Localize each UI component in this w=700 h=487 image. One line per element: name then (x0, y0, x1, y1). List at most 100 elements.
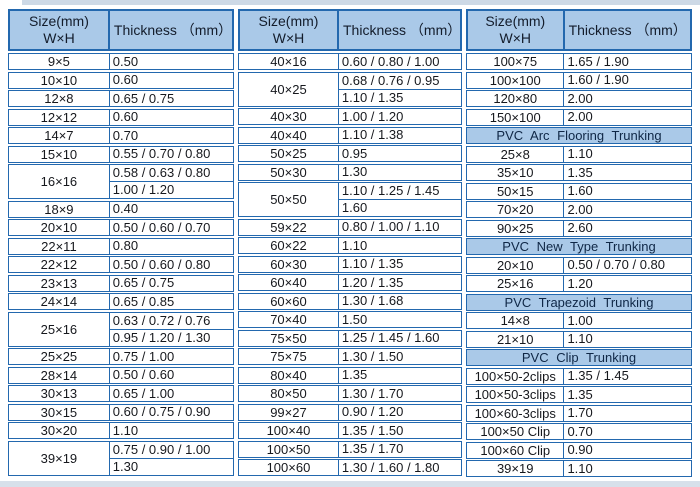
table-row: 60×40 1.20 / 1.35 (238, 274, 462, 291)
thickness-cell: 1.70 (564, 406, 691, 421)
size-cell: 100×50 (239, 441, 339, 457)
thickness-cell: 1.10 / 1.25 / 1.45 1.60 (338, 183, 461, 216)
size-header-cell: Size(mm) W×H (468, 11, 565, 49)
table-row: 100×60 Clip 0.90 (466, 441, 692, 459)
thickness-value: 0.70 (112, 127, 139, 143)
size-cell: 100×60 (239, 460, 339, 475)
thickness-cell: 0.55 / 0.70 / 0.80 (110, 147, 233, 162)
thickness-value: 0.70 (567, 423, 593, 439)
size-cell: 25×8 (467, 146, 565, 162)
size-cell: 9×5 (9, 54, 110, 69)
thickness-value: 0.50 / 0.60 (112, 367, 175, 382)
table-row: 9×5 0.50 (8, 53, 234, 70)
table-row: 75×75 1.30 / 1.50 (238, 348, 462, 365)
thickness-cell: 0.50 / 0.60 (110, 368, 233, 383)
size-cell: 100×75 (467, 54, 565, 69)
thickness-cell: 0.75 / 1.00 (110, 349, 233, 364)
thickness-value: 0.58 / 0.63 / 0.80 (112, 165, 211, 180)
size-cell: 25×16 (467, 276, 565, 291)
thickness-value: 0.65 / 0.85 (112, 293, 175, 309)
table-row: 150×100 2.00 (466, 108, 692, 126)
thickness-value: 2.00 (567, 90, 593, 106)
thickness-value: 0.90 (567, 442, 593, 457)
thickness-cell: 0.70 (564, 424, 691, 439)
size-header-cell: Size(mm) W×H (240, 11, 339, 49)
size-cell: 18×9 (9, 201, 110, 217)
size-cell: 150×100 (467, 109, 565, 125)
thickness-cell: 1.10 (339, 238, 461, 253)
size-cell: 100×60-3clips (467, 405, 565, 421)
table-row: 60×30 1.10 / 1.35 (238, 255, 462, 273)
thickness-cell: 0.65 / 0.75 (110, 91, 233, 106)
table-row: 12×12 0.60 (8, 108, 234, 126)
thickness-cell: 1.30 / 1.68 (339, 294, 461, 309)
thickness-value: 1.00 (567, 312, 593, 328)
thickness-value: 0.60 (112, 109, 139, 124)
size-cell: 28×14 (9, 367, 110, 383)
size-cell: 39×19 (9, 441, 110, 475)
thickness-value: 1.30 / 1.68 (341, 293, 404, 308)
thickness-value: 1.70 (567, 405, 593, 420)
thickness-cell: 0.63 / 0.72 / 0.76 0.95 / 1.20 / 1.30 (109, 313, 233, 346)
thickness-value: 1.00 / 1.20 (109, 181, 233, 198)
thickness-cell: 2.60 (564, 221, 691, 236)
thickness-value: 1.60 (338, 199, 461, 216)
table-row: 40×25 0.68 / 0.76 / 0.95 1.10 / 1.35 (238, 71, 462, 107)
thickness-cell: 0.50 / 0.60 / 0.70 (110, 220, 233, 235)
thickness-cell: 1.65 / 1.90 (564, 54, 691, 69)
thickness-cell: 1.35 (564, 387, 691, 402)
thickness-value: 1.10 (567, 460, 593, 476)
section-header-row: PVC Trapezoid Trunking (466, 293, 692, 311)
size-cell: 30×13 (9, 386, 110, 401)
table-row: 40×16 0.60 / 0.80 / 1.00 (238, 53, 462, 70)
thickness-cell: 1.10 / 1.35 (339, 257, 461, 272)
table-row: 25×16 1.20 (466, 275, 692, 292)
thickness-cell: 0.50 / 0.70 / 0.80 (564, 258, 691, 273)
table-row: 90×25 2.60 (466, 219, 692, 237)
thickness-cell: 0.50 / 0.60 / 0.80 (110, 257, 233, 272)
spec-table-small-sizes: Size(mm) W×H Thickness （mm） 9×5 0.50 10×10… (8, 9, 234, 477)
thickness-cell: 1.30 / 1.50 (339, 349, 461, 364)
table-row: 99×27 0.90 / 1.20 (238, 403, 462, 421)
table-row: 22×12 0.50 / 0.60 / 0.80 (8, 256, 234, 273)
table-row: 50×30 1.30 (238, 163, 462, 181)
size-cell: 35×10 (467, 165, 565, 180)
thickness-cell: 0.90 (564, 443, 691, 458)
size-cell: 99×27 (239, 404, 339, 420)
thickness-value: 0.60 / 0.75 / 0.90 (112, 404, 211, 419)
size-cell: 30×15 (9, 404, 110, 420)
thickness-cell: 1.60 / 1.90 (564, 73, 691, 88)
size-header-line2: W×H (43, 30, 75, 46)
thickness-value: 0.65 / 1.00 (112, 385, 175, 401)
thickness-value: 0.65 / 0.75 (112, 90, 175, 106)
size-cell: 59×22 (239, 219, 339, 235)
thickness-cell: 1.20 / 1.35 (339, 275, 461, 290)
size-cell: 50×30 (239, 164, 339, 180)
thickness-value: 0.50 / 0.60 / 0.80 (112, 256, 211, 272)
thickness-value: 0.75 / 0.90 / 1.00 (112, 441, 211, 457)
size-cell: 75×50 (239, 330, 339, 346)
size-cell: 50×15 (467, 183, 565, 199)
thickness-cell: 2.00 (564, 202, 691, 217)
thickness-cell: 0.58 / 0.63 / 0.80 1.00 / 1.20 (109, 165, 233, 198)
thickness-value: 0.60 (112, 72, 139, 87)
thickness-value: 0.50 / 0.60 / 0.70 (112, 219, 211, 235)
thickness-value: 2.00 (567, 109, 593, 124)
table-row: 23×13 0.65 / 0.75 (8, 274, 234, 292)
thickness-cell: 1.35 / 1.45 (564, 369, 691, 384)
size-cell: 100×50-2clips (467, 368, 565, 384)
section-header-row: PVC Arc Flooring Trunking (466, 127, 692, 144)
thickness-value: 1.65 / 1.90 (567, 53, 629, 69)
thickness-cell: 1.35 (339, 368, 461, 383)
size-header-line2: W×H (272, 30, 305, 46)
thickness-cell: 0.80 / 1.00 / 1.10 (339, 220, 461, 235)
table-row: 100×50-2clips 1.35 / 1.45 (466, 367, 692, 385)
thickness-value: 1.30 / 1.70 (341, 385, 404, 401)
thickness-cell: 1.00 (564, 313, 691, 328)
thickness-cell: 1.25 / 1.45 / 1.60 (339, 331, 461, 346)
table-rows: 100×75 1.65 / 1.90 100×100 1.60 / 1.90 120×8… (466, 53, 692, 477)
table-row: 28×14 0.50 / 0.60 (8, 366, 234, 384)
thickness-cell: 1.60 (564, 184, 691, 199)
size-cell: 16×16 (9, 165, 110, 198)
thickness-value: 1.30 (341, 164, 368, 179)
